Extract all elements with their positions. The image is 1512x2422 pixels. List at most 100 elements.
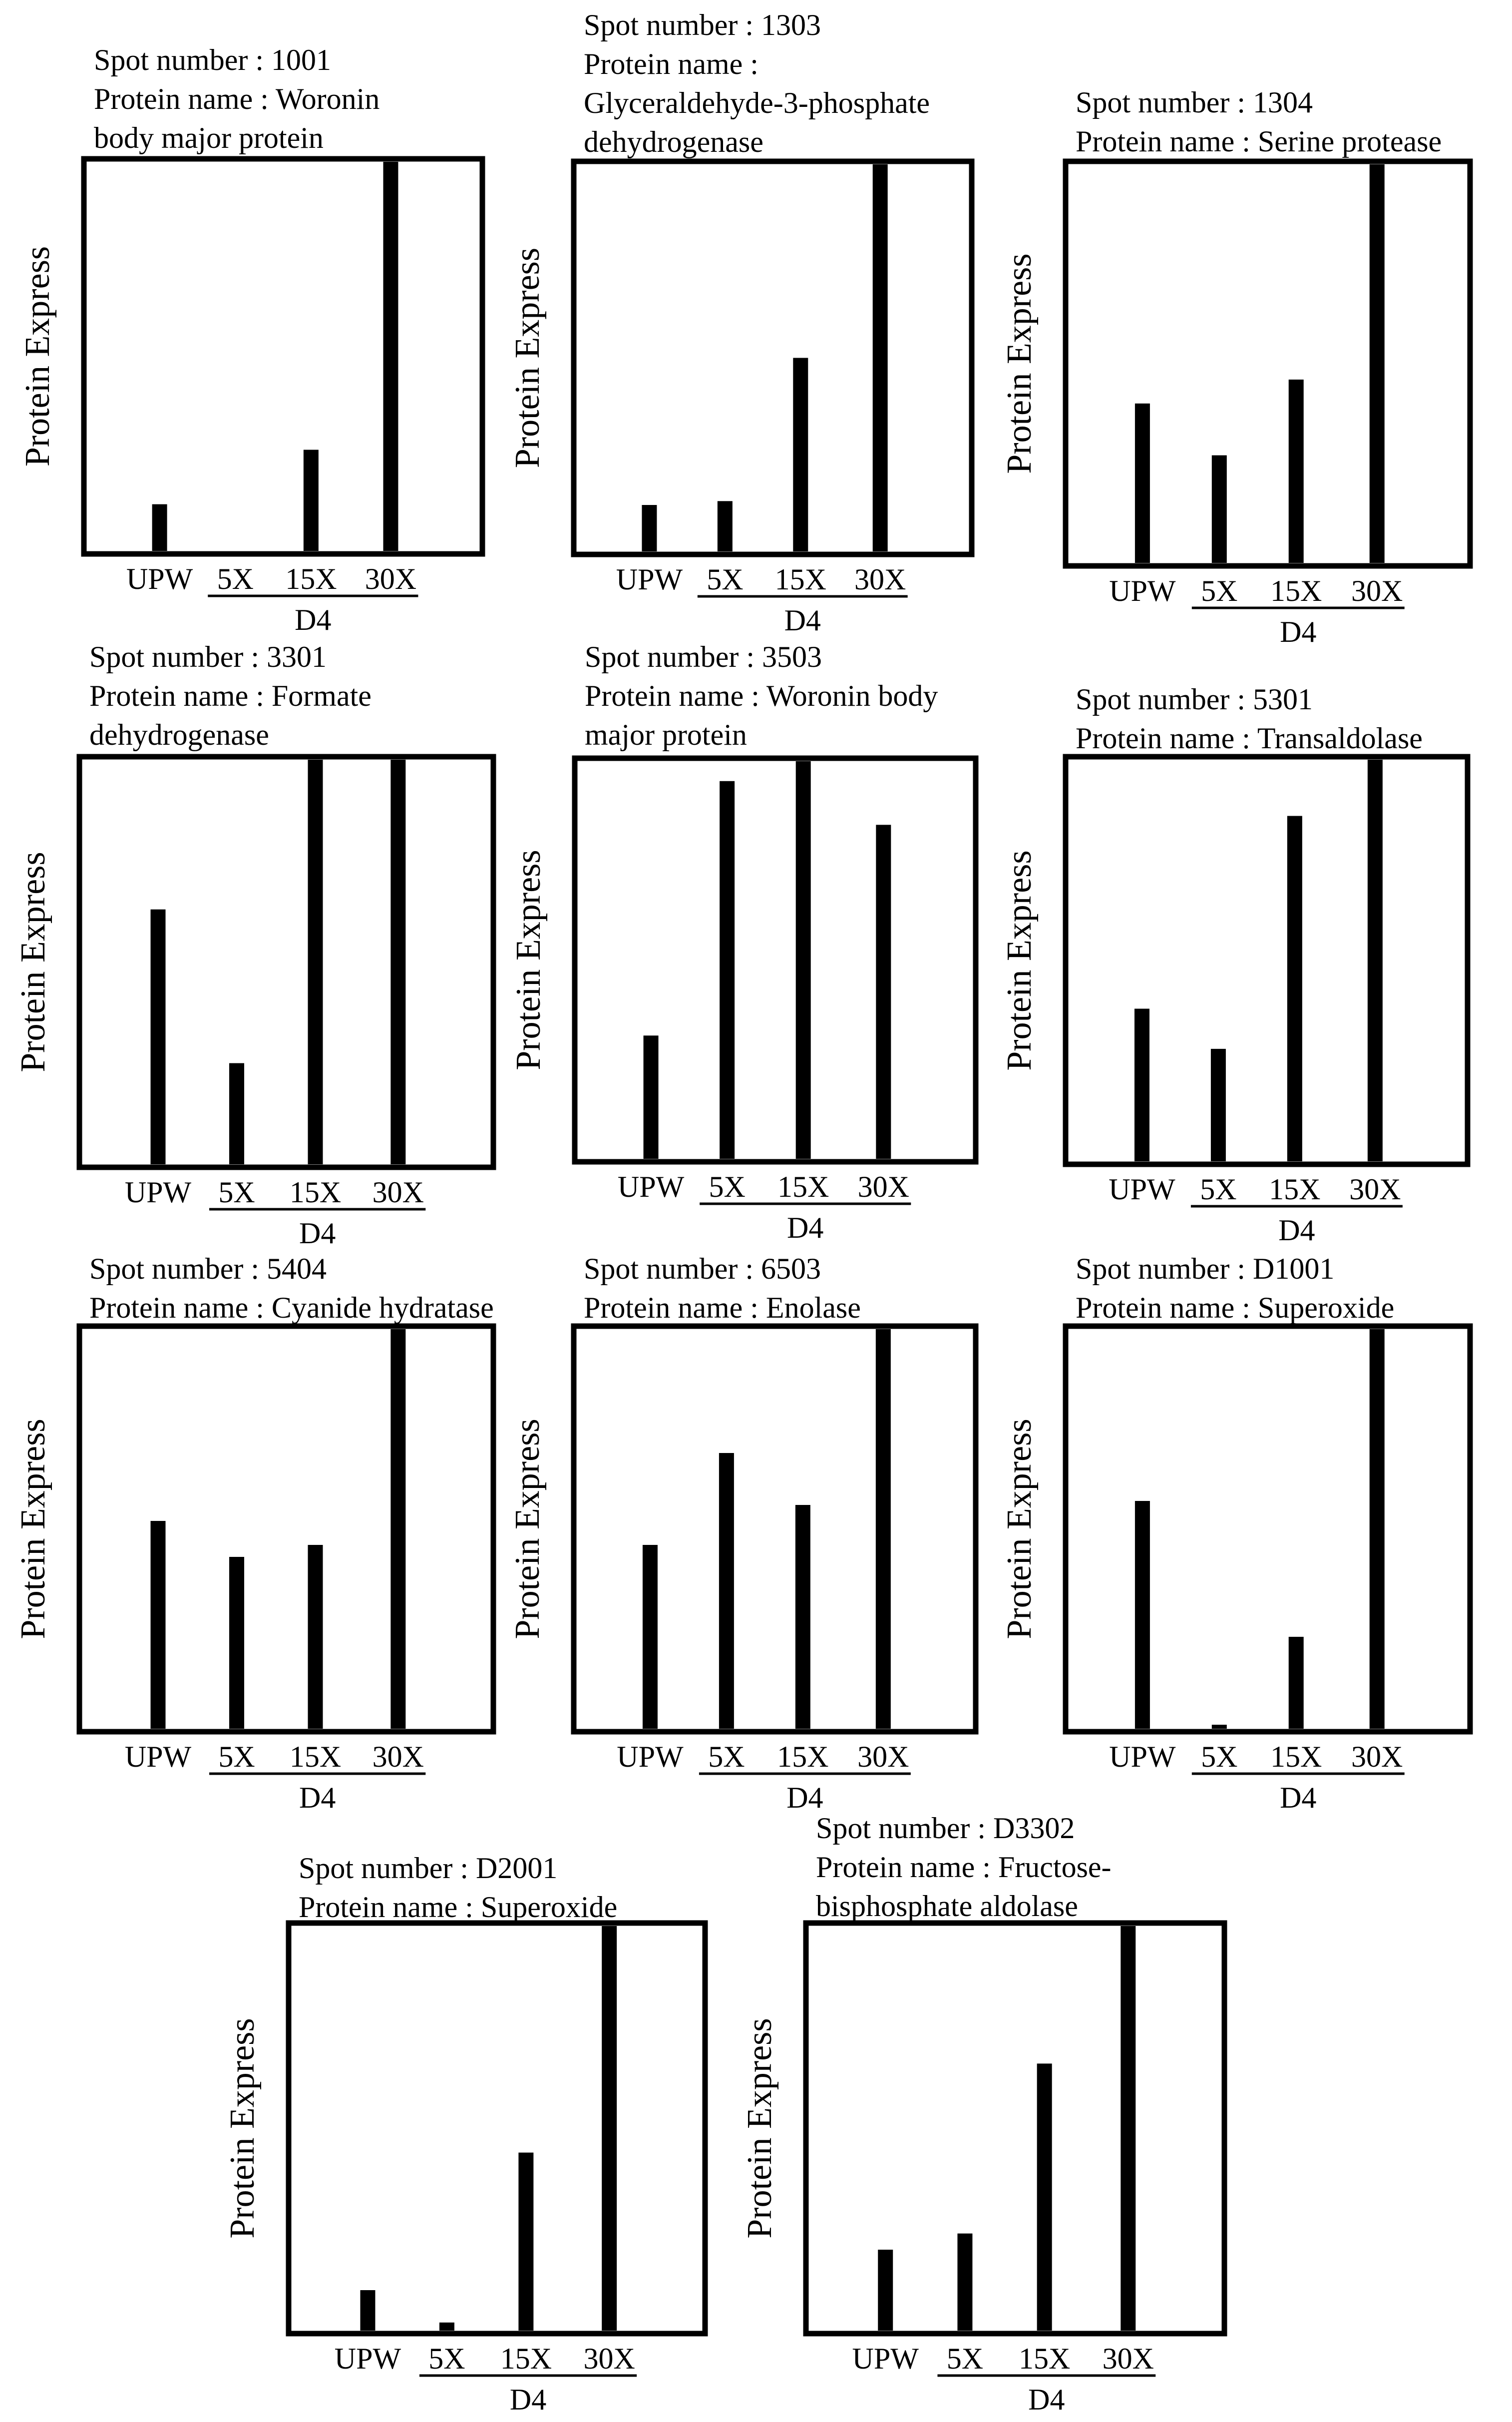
bar-5x [229,1557,245,1729]
spot-number-label: Spot number : D2001 [299,1852,557,1885]
bar-upw [152,504,167,551]
tick-label-5x: 5X [428,2342,465,2375]
y-axis-label: Protein Express [223,2018,262,2238]
y-axis-label: Protein Express [741,2018,779,2238]
tick-label-15x: 15X [1269,1173,1320,1206]
plot-frame [1063,754,1471,1167]
tick-label-upw: UPW [617,1740,684,1773]
protein-chart-6: Spot number : 5301 Protein name : Transal… [1000,683,1471,1247]
group-label-d4: D4 [1278,1214,1315,1247]
y-axis-label: Protein Express [1000,253,1039,474]
protein-name-label: Protein name : Formate [89,679,372,712]
spot-number-label: Spot number : 1303 [584,8,821,41]
spot-number-label: Spot number : D1001 [1076,1252,1334,1285]
group-label-d4: D4 [787,1211,823,1244]
tick-label-5x: 5X [218,1176,255,1209]
y-axis-label: Protein Express [508,248,547,468]
tick-label-30x: 30X [854,563,906,596]
plot-frame [1063,158,1473,569]
plot-frame [572,755,979,1165]
plot-frame [1063,1323,1473,1735]
bar-5x [1211,1725,1227,1729]
protein-chart-10: Spot number : D2001 Protein name : Supero… [223,1852,708,2416]
tick-label-upw: UPW [852,2342,919,2375]
bar-upw [360,2290,376,2331]
protein-chart-8: Spot number : 6503 Protein name : Enolase… [508,1252,979,1814]
tick-label-5x: 5X [1200,1173,1236,1206]
protein-chart-1: Spot number : 1001 Protein name : Woronin… [18,43,485,636]
tick-label-upw: UPW [1109,574,1176,607]
tick-label-30x: 30X [365,562,416,595]
bar-upw [643,1035,659,1159]
group-label-d4: D4 [786,1781,823,1814]
spot-number-label: Spot number : 3301 [89,640,327,673]
spot-number-label: Spot number : 6503 [584,1252,821,1285]
bar-upw [642,1545,658,1729]
bar-30x [1369,1329,1385,1729]
bar-5x [439,2322,454,2331]
protein-chart-11: Spot number : D3302 Protein name : Fructo… [741,1812,1227,2416]
tick-label-30x: 30X [373,1740,424,1773]
protein-name-label: Protein name : Woronin [94,82,379,115]
tick-label-15x: 15X [777,1170,829,1203]
bar-5x [1210,1048,1226,1161]
bar-15x [795,761,811,1159]
bar-15x [308,760,323,1164]
bar-30x [1367,760,1383,1161]
group-label-d4: D4 [299,1217,336,1250]
tick-label-upw: UPW [125,1740,192,1773]
bar-30x [872,164,888,551]
plot-frame [81,156,485,557]
tick-label-15x: 15X [777,1740,828,1773]
bar-30x [1121,1926,1136,2331]
tick-label-5x: 5X [1201,574,1237,607]
bar-15x [1037,2063,1052,2331]
protein-name-label: body major protein [94,121,324,154]
protein-name-label: Protein name : Superoxide [299,1891,617,1924]
tick-label-30x: 30X [1351,1740,1403,1773]
bar-15x [1288,1637,1304,1729]
plot-frame [76,754,496,1170]
tick-label-15x: 15X [290,1176,341,1209]
tick-label-5x: 5X [708,1740,745,1773]
bar-15x [303,450,319,551]
bar-15x [518,2152,534,2331]
tick-label-5x: 5X [217,562,254,595]
bar-15x [1288,379,1304,563]
bar-15x [795,1505,810,1729]
bar-30x [602,1926,617,2331]
y-axis-label: Protein Express [14,1419,52,1639]
tick-label-upw: UPW [126,562,193,595]
y-axis-label: Protein Express [14,852,52,1072]
protein-chart-5: Spot number : 3503 Protein name : Woronin… [509,640,979,1244]
bar-upw [642,505,657,551]
protein-name-label: Protein name : Superoxide [1076,1291,1394,1324]
tick-label-30x: 30X [584,2342,635,2375]
bar-30x [390,760,406,1164]
plot-frame [571,1323,979,1735]
tick-label-5x: 5X [1201,1740,1237,1773]
tick-label-15x: 15X [1019,2342,1070,2375]
plot-frame [76,1323,496,1735]
y-axis-label: Protein Express [1000,1419,1039,1639]
bar-5x [957,2233,973,2331]
bar-15x [308,1545,323,1729]
bar-upw [1134,1008,1149,1161]
bar-upw [1134,1501,1150,1729]
tick-label-30x: 30X [1351,574,1403,607]
tick-label-30x: 30X [373,1176,424,1209]
group-label-d4: D4 [1280,1781,1316,1814]
bar-30x [1369,164,1385,563]
tick-label-30x: 30X [857,1740,909,1773]
bar-5x [720,781,735,1159]
bar-30x [390,1329,406,1729]
group-label-d4: D4 [784,604,821,637]
bar-15x [1287,816,1302,1161]
y-axis-label: Protein Express [1000,850,1039,1070]
group-label-d4: D4 [299,1781,336,1814]
bar-30x [875,1329,891,1729]
tick-label-15x: 15X [290,1740,341,1773]
protein-chart-7: Spot number : 5404 Protein name : Cyanide… [14,1252,496,1814]
spot-number-label: Spot number : D3302 [816,1812,1075,1845]
